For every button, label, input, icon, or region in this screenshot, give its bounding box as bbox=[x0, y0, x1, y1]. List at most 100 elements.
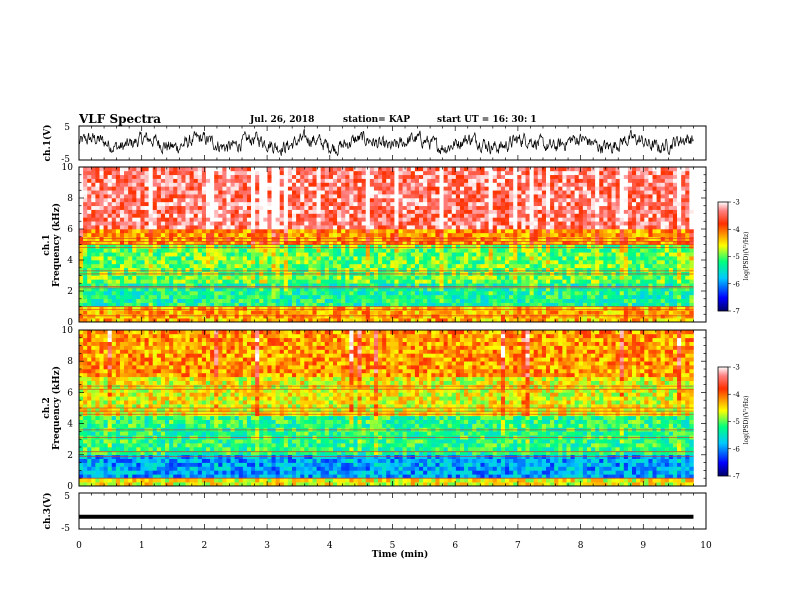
spectrogram-cell bbox=[492, 213, 498, 218]
spectrogram-cell bbox=[275, 260, 281, 265]
spectrogram-cell bbox=[562, 252, 567, 257]
spectrogram-cell bbox=[439, 248, 444, 253]
spectrogram-cell bbox=[275, 205, 281, 210]
spectrogram-cell bbox=[103, 302, 108, 307]
spectrogram-cell bbox=[193, 306, 199, 311]
spectrogram-cell bbox=[87, 217, 92, 222]
spectrogram-cell bbox=[267, 314, 272, 319]
spectrogram-cell bbox=[136, 198, 141, 203]
spectrogram-cell bbox=[222, 240, 227, 245]
spectrogram-cell bbox=[222, 294, 227, 300]
spectrogram-cell bbox=[222, 287, 227, 292]
spectrogram-cell bbox=[193, 240, 199, 245]
spectrogram-cell bbox=[480, 225, 485, 230]
spectrogram-cell bbox=[189, 294, 194, 300]
spectrogram-cell bbox=[148, 217, 154, 222]
spectrogram-cell bbox=[365, 198, 371, 203]
spectrogram-cell bbox=[537, 287, 543, 292]
spectrogram-cell bbox=[337, 170, 342, 176]
spectrogram-cell bbox=[423, 194, 428, 199]
spectrogram-cell bbox=[308, 198, 313, 203]
spectrogram-cell bbox=[251, 291, 256, 296]
spectrogram-cell bbox=[529, 201, 534, 207]
spectrogram-cell bbox=[271, 298, 276, 303]
spectrogram-cell bbox=[201, 225, 207, 230]
spectrogram-cell bbox=[267, 209, 272, 214]
spectrogram-cell bbox=[328, 167, 334, 172]
spectrogram-cell bbox=[431, 248, 436, 253]
spectrogram-cell bbox=[107, 167, 113, 172]
spectrogram-cell bbox=[128, 283, 133, 288]
spectrogram-cell bbox=[545, 167, 551, 172]
spectrogram-cell bbox=[406, 287, 412, 292]
spectrogram-cell bbox=[210, 190, 215, 195]
spectrogram-cell bbox=[373, 190, 379, 195]
spectrogram-cell bbox=[566, 221, 571, 226]
spectrogram-cell bbox=[390, 306, 395, 311]
spectrogram-cell bbox=[124, 232, 129, 238]
ch1-ytick-top: 5 bbox=[64, 123, 70, 133]
spectrogram-cell bbox=[189, 170, 194, 176]
spectrogram-cell bbox=[341, 244, 346, 249]
spectrogram-cell bbox=[541, 244, 547, 249]
spectrogram-cell bbox=[238, 182, 244, 187]
spectrogram-cell bbox=[349, 217, 354, 222]
spectrogram-cell bbox=[238, 240, 244, 245]
spectrogram-cell bbox=[111, 275, 117, 280]
spectrogram-cell bbox=[132, 302, 137, 307]
spectrogram-cell bbox=[144, 217, 149, 222]
spectrogram-cell bbox=[259, 178, 264, 183]
spectrogram-cell bbox=[451, 279, 457, 284]
spectrogram-cell bbox=[443, 240, 448, 245]
spectrogram-cell bbox=[517, 275, 522, 280]
spectrogram-cell bbox=[218, 221, 223, 226]
spectrogram-cell bbox=[95, 209, 100, 214]
spectrogram-cell bbox=[124, 244, 129, 249]
spectrogram-cell bbox=[296, 291, 301, 296]
spectrogram-cell bbox=[185, 217, 190, 222]
spectrogram-cell bbox=[214, 229, 219, 234]
spectrogram-cell bbox=[119, 267, 125, 272]
spectrogram-cell bbox=[320, 182, 326, 187]
spectrogram-cell bbox=[455, 306, 461, 311]
spectrogram-cell bbox=[312, 287, 317, 292]
spectrogram-cell bbox=[455, 225, 461, 230]
spectrogram-cell bbox=[488, 236, 494, 241]
spectrogram-cell bbox=[197, 306, 203, 311]
spectrogram-cell bbox=[222, 275, 227, 280]
spectrogram-cell bbox=[283, 186, 289, 191]
spectrogram-cell bbox=[365, 318, 371, 323]
spectrogram-cell bbox=[271, 248, 276, 253]
spectrogram-cell bbox=[562, 217, 567, 222]
spectrogram-cell bbox=[398, 314, 403, 319]
spectrogram-cell bbox=[337, 217, 342, 222]
spectrogram-cell bbox=[271, 201, 276, 207]
spectrogram-cell bbox=[558, 182, 563, 187]
spectrogram-cell bbox=[181, 221, 186, 226]
spectrogram-cell bbox=[91, 287, 96, 292]
spectrogram-cell bbox=[345, 201, 350, 207]
spectrogram-cell bbox=[95, 205, 100, 210]
spectrogram-cell bbox=[537, 205, 543, 210]
spectrogram-cell bbox=[505, 291, 510, 296]
spectrogram-cell bbox=[83, 194, 88, 199]
spectrogram-cell bbox=[205, 318, 211, 323]
spectrogram-cell bbox=[279, 190, 285, 195]
spectrogram-cell bbox=[394, 209, 399, 214]
spectrogram-cell bbox=[287, 318, 293, 323]
spectrogram-cell bbox=[545, 170, 551, 176]
spectrogram-cell bbox=[521, 190, 526, 195]
spectrogram-cell bbox=[242, 198, 248, 203]
spectrogram-cell bbox=[554, 279, 559, 284]
spectrogram-cell bbox=[193, 252, 199, 257]
spectrogram-cell bbox=[435, 283, 440, 288]
spectrogram-cell bbox=[541, 190, 547, 195]
spectrogram-cell bbox=[378, 267, 383, 272]
spectrogram-cell bbox=[349, 198, 354, 203]
spectrogram-cell bbox=[455, 236, 461, 241]
spectrogram-cell bbox=[349, 252, 354, 257]
spectrogram-cell bbox=[439, 318, 444, 323]
spectrogram-cell bbox=[525, 186, 530, 191]
spectrogram-cell bbox=[419, 201, 424, 207]
spectrogram-cell bbox=[111, 256, 117, 261]
